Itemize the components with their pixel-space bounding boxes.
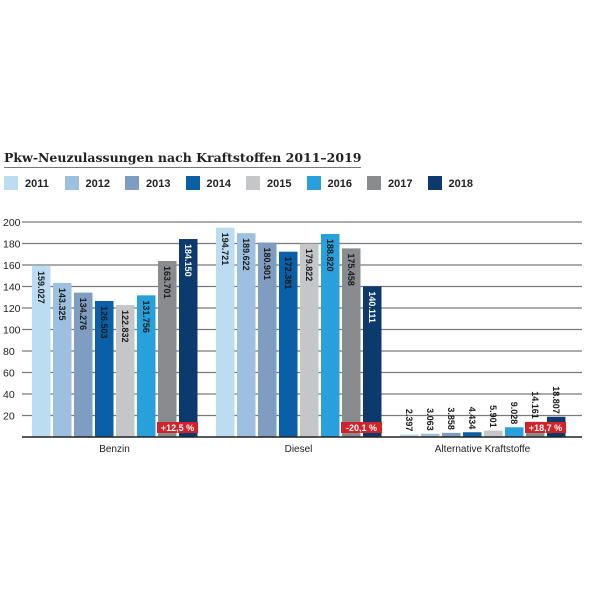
legend-swatch	[367, 176, 381, 190]
y-tick-label: 140	[3, 282, 21, 294]
bar-alternative-kraftstoffe-2015	[484, 430, 503, 437]
data-label: 184.150	[183, 244, 193, 277]
y-tick-label: 180	[3, 239, 21, 251]
legend-label: 2014	[206, 178, 231, 190]
bar-alternative-kraftstoffe-2016	[505, 427, 524, 437]
y-tick-label: 200	[3, 217, 21, 229]
y-tick-label: 40	[3, 389, 15, 401]
category-label: Benzin	[99, 444, 130, 455]
legend-label: 2017	[388, 178, 413, 190]
legend-swatch	[427, 176, 442, 190]
y-tick-label: 120	[3, 303, 21, 315]
bar-benzin-2014	[95, 301, 114, 437]
bar-alternative-kraftstoffe-2012	[421, 433, 440, 437]
bar-diesel-2013	[258, 242, 277, 437]
data-label: 175.458	[346, 253, 356, 286]
legend-swatch	[4, 176, 18, 190]
category-label: Alternative Kraftstoffe	[435, 444, 531, 455]
bar-benzin-2017	[158, 261, 177, 437]
change-badge	[341, 422, 382, 433]
legend-label: 2016	[327, 178, 352, 190]
data-label: 9.028	[509, 402, 519, 425]
legend-swatch	[185, 176, 200, 190]
legend-item-2012: 2012	[64, 176, 126, 190]
legend-item-2017: 2017	[367, 176, 428, 190]
data-label: 2.397	[404, 409, 414, 432]
change-badge-label: +18,7 %	[529, 423, 562, 433]
bar-benzin-2013	[74, 292, 93, 437]
bar-alternative-kraftstoffe-2013	[442, 432, 461, 437]
y-tick-label: 60	[3, 368, 15, 380]
bar-diesel-2017	[342, 248, 361, 437]
legend-label: 2011	[25, 178, 49, 190]
bar-diesel-2015	[300, 243, 319, 437]
legend-item-2011: 2011	[4, 176, 65, 190]
legend-item-2016: 2016	[306, 176, 368, 190]
data-label: 189.622	[241, 238, 251, 271]
change-badge	[525, 422, 566, 433]
legend-item-2018: 2018	[427, 176, 489, 190]
bar-diesel-2018	[363, 286, 382, 437]
bar-benzin-2018	[179, 239, 198, 437]
data-label: 172.381	[283, 257, 293, 290]
bar-diesel-2011	[216, 227, 235, 437]
bar-benzin-2016	[137, 295, 156, 437]
data-label: 180.901	[262, 248, 272, 281]
legend-label: 2018	[448, 178, 473, 190]
data-label: 126.503	[99, 306, 109, 339]
bar-diesel-2012	[237, 233, 256, 437]
category-label: Diesel	[285, 444, 313, 455]
y-tick-label: 80	[3, 346, 15, 358]
data-label: 163.701	[162, 266, 172, 299]
data-label: 179.822	[304, 249, 314, 282]
legend-swatch	[125, 176, 139, 190]
y-tick-label: 20	[3, 411, 15, 423]
bar-diesel-2016	[321, 234, 340, 437]
data-label: 134.276	[78, 298, 88, 331]
bar-benzin-2012	[53, 282, 72, 437]
data-label: 5.901	[488, 405, 498, 428]
legend: 2011 2012 2013 2014 2015 2016 2017 2018	[4, 176, 488, 190]
change-badge-label: +12,5 %	[161, 423, 194, 433]
bar-benzin-2011	[32, 266, 51, 437]
legend-swatch	[64, 176, 79, 190]
data-label: 131.756	[141, 300, 151, 333]
legend-swatch	[246, 176, 260, 190]
data-label: 14.161	[530, 391, 540, 419]
legend-item-2014: 2014	[185, 176, 247, 190]
bar-alternative-kraftstoffe-2014	[463, 432, 482, 437]
y-tick-label: 160	[3, 260, 21, 272]
legend-label: 2015	[267, 178, 292, 190]
data-label: 3.063	[425, 408, 435, 431]
data-label: 194.721	[220, 233, 230, 266]
chart-title: Pkw-Neuzulassungen nach Kraftstoffen 201…	[4, 150, 362, 168]
data-label: 4.434	[467, 407, 477, 430]
legend-label: 2012	[85, 178, 110, 190]
bar-diesel-2014	[279, 251, 298, 437]
bar-alternative-kraftstoffe-2011	[400, 434, 419, 437]
data-label: 159.027	[36, 271, 46, 304]
data-label: 140.111	[367, 291, 377, 323]
y-tick-label: 100	[3, 325, 21, 337]
data-label: 122.832	[120, 310, 130, 343]
bar-benzin-2015	[116, 304, 135, 437]
data-label: 18.807	[551, 386, 561, 414]
change-badge-label: -20,1 %	[346, 423, 377, 433]
legend-swatch	[306, 176, 321, 190]
legend-item-2015: 2015	[246, 176, 307, 190]
legend-label: 2013	[146, 178, 171, 190]
data-label: 143.325	[57, 288, 67, 321]
change-badge	[157, 422, 198, 433]
data-label: 188.820	[325, 239, 335, 272]
data-label: 3.858	[446, 407, 456, 430]
legend-item-2013: 2013	[125, 176, 186, 190]
